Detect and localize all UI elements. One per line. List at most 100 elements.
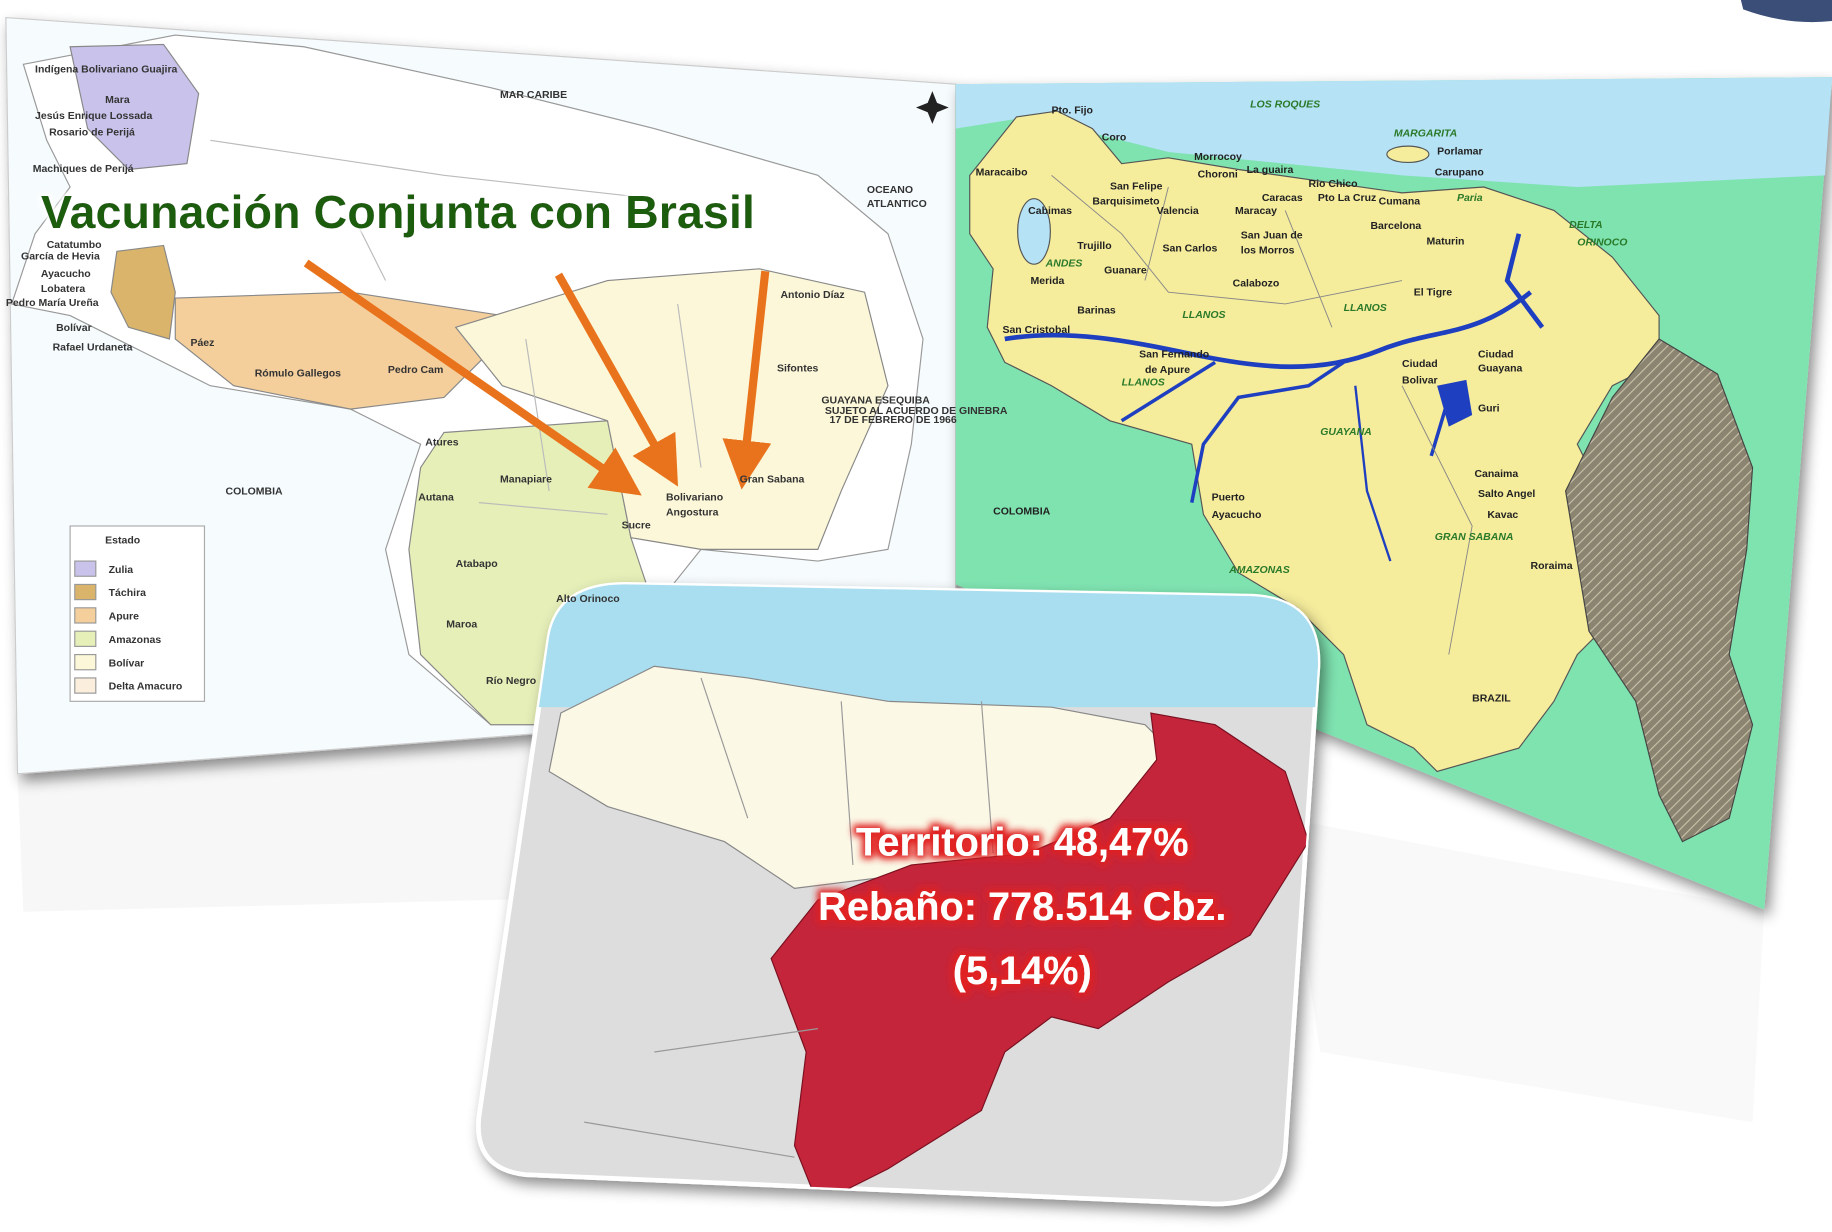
map-label: Jesús Enrique Lossada — [35, 110, 152, 122]
map-label: Maracaibo — [976, 166, 1028, 178]
map-label: Páez — [190, 337, 214, 349]
map-label: Bolivar — [1402, 374, 1438, 386]
title: Vacunación Conjunta con Brasil — [41, 186, 755, 238]
map-label: Rosario de Perijá — [49, 127, 135, 139]
map-label: Trujillo — [1077, 240, 1111, 252]
inset-text: (5,14%) — [953, 949, 1092, 993]
region-label: LLANOS — [1182, 309, 1225, 321]
map-label: Río Negro — [486, 675, 536, 687]
map-label: MAR CARIBE — [500, 89, 567, 101]
map-label: Pto. Fijo — [1052, 104, 1093, 116]
map-label: Angostura — [666, 506, 719, 518]
map-label: de Apure — [1145, 364, 1190, 376]
map-label: Calabozo — [1233, 277, 1280, 289]
map-label: Salto Angel — [1478, 488, 1535, 500]
map-label: Ayacucho — [41, 268, 91, 280]
map-label: Valencia — [1157, 205, 1199, 217]
map-label: García de Hevia — [21, 250, 100, 262]
map-label: Atures — [425, 436, 458, 448]
map-label: BRAZIL — [1472, 692, 1511, 704]
map-label: Puerto — [1212, 491, 1245, 503]
legend-label: Zulia — [109, 564, 134, 576]
legend-label: Delta Amacuro — [109, 681, 183, 693]
map-label: Atabapo — [456, 558, 498, 570]
region-label: Porlamar — [1437, 145, 1483, 157]
map-label: Ciudad — [1478, 349, 1514, 361]
map-label: Rómulo Gallegos — [255, 367, 341, 379]
map-label: Sucre — [622, 519, 651, 531]
region-label: ORINOCO — [1577, 236, 1627, 248]
map-label: Gran Sabana — [740, 474, 805, 486]
map-label: Barquisimeto — [1092, 196, 1159, 208]
legend: EstadoZuliaTáchiraApureAmazonasBolívarDe… — [70, 526, 204, 701]
map-label: Sifontes — [777, 363, 819, 375]
region-label: Carupano — [1435, 166, 1484, 178]
map-label: Guri — [1478, 402, 1500, 414]
region-label: ANDES — [1045, 258, 1083, 270]
map-label: Rafael Urdaneta — [53, 342, 133, 354]
map-label: Machiques de Perijá — [33, 163, 134, 175]
map-label: Rio Chico — [1309, 178, 1358, 190]
legend-swatch — [75, 655, 96, 670]
map-label: Merida — [1031, 275, 1065, 287]
map-label: Canaima — [1474, 468, 1518, 480]
map-label: Barinas — [1077, 304, 1116, 316]
region-label: LLANOS — [1344, 302, 1387, 314]
map-label: Catatumbo — [47, 239, 102, 251]
map-label: Bolívar — [56, 322, 92, 334]
legend-swatch — [75, 678, 96, 693]
map-label: Pto La Cruz — [1318, 192, 1376, 204]
map-label: La guaira — [1247, 164, 1294, 176]
legend-swatch — [75, 561, 96, 576]
map-label: Maroa — [446, 619, 477, 631]
map-label: ATLANTICO — [867, 198, 927, 210]
legend-title: Estado — [105, 535, 140, 547]
region-label: GUAYANA — [1320, 426, 1372, 438]
inset-text: Rebaño: 778.514 Cbz. — [818, 885, 1226, 929]
legend-label: Táchira — [109, 587, 147, 599]
region-label: DELTA — [1569, 219, 1602, 231]
map-label: Cumana — [1379, 196, 1421, 208]
logo — [1741, 0, 1832, 22]
map-label: Ciudad — [1402, 358, 1438, 370]
map-label: Maracay — [1235, 205, 1277, 217]
map-label: Roraima — [1531, 560, 1573, 572]
map-label: Manapiare — [500, 474, 552, 486]
map-label: San Juan de — [1241, 229, 1303, 241]
region-label: MARGARITA — [1394, 128, 1457, 140]
region-label: GRAN SABANA — [1435, 531, 1514, 543]
map-label: COLOMBIA — [225, 485, 283, 497]
legend-label: Bolívar — [109, 657, 145, 669]
map-label: Caracas — [1262, 192, 1303, 204]
map-label: Antonio Díaz — [780, 289, 844, 301]
map-label: Alto Orinoco — [556, 593, 620, 605]
region-label: LOS ROQUES — [1250, 99, 1320, 111]
region-label: AMAZONAS — [1228, 564, 1290, 576]
map-label: Maturin — [1427, 235, 1465, 247]
map-label: Indígena Bolivariano Guajira — [35, 63, 177, 75]
map-label: Guanare — [1104, 265, 1147, 277]
map-label: San Felipe — [1110, 180, 1163, 192]
map-label: OCEANO — [867, 184, 913, 196]
map-label: Guayana — [1478, 363, 1523, 375]
map-label: Autana — [418, 491, 454, 503]
map-label: Bolivariano — [666, 491, 723, 503]
map-label: San Cristobal — [1002, 324, 1070, 336]
map-label: Kavac — [1487, 509, 1518, 521]
map-label: Morrocoy — [1194, 151, 1242, 163]
map-label: Pedro Cam — [388, 364, 443, 376]
legend-swatch — [75, 584, 96, 599]
map-label: San Fernando — [1139, 349, 1209, 361]
region-label: LLANOS — [1122, 377, 1165, 389]
slide: EstadoZuliaTáchiraApureAmazonasBolívarDe… — [0, 0, 1832, 1232]
legend-swatch — [75, 608, 96, 623]
map-label: San Carlos — [1163, 242, 1218, 254]
region-label: Paria — [1457, 192, 1483, 204]
legend-label: Amazonas — [109, 634, 162, 646]
inset-text: Territorio: 48,47% — [856, 821, 1189, 865]
map-label: Mara — [105, 94, 130, 106]
page: {"title":"Vacunación Conjunta con Brasil… — [0, 0, 1832, 1232]
map-label: Lobatera — [41, 283, 85, 295]
map-label: El Tigre — [1414, 287, 1452, 299]
map-label: Cabimas — [1028, 205, 1072, 217]
